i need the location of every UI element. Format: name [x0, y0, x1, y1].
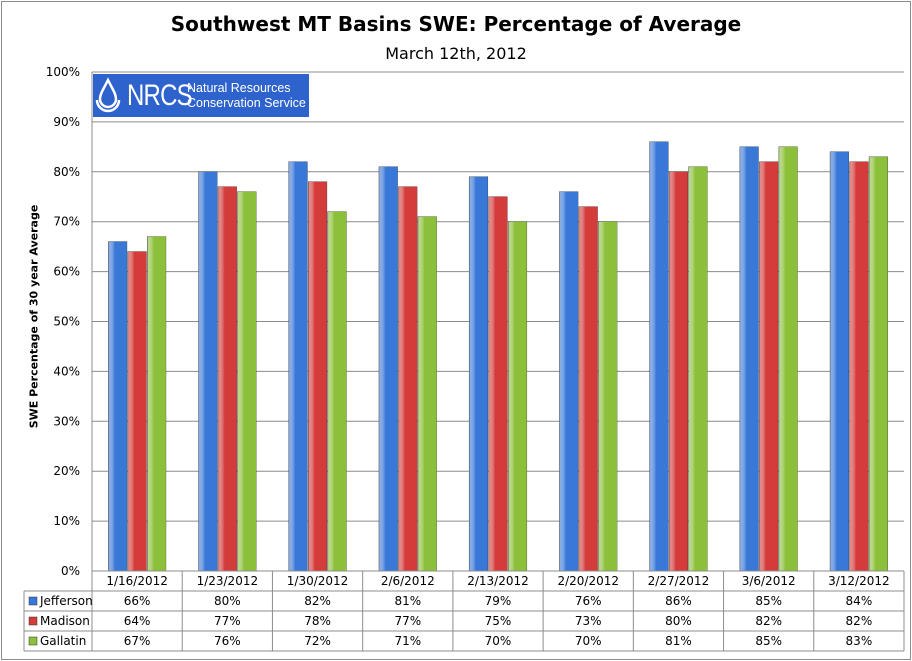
bar-highlight [778, 146, 798, 571]
legend-label: Madison [40, 614, 90, 628]
bar-highlight [559, 191, 578, 571]
data-table-cell: 85% [755, 634, 782, 648]
bar-highlight [218, 186, 237, 571]
y-tick-label: 100% [46, 65, 80, 79]
x-tick-label: 1/16/2012 [106, 574, 168, 588]
data-table-cell: 76% [214, 634, 241, 648]
bar-highlight [108, 241, 127, 571]
data-table-cell: 76% [575, 594, 602, 608]
data-table-cell: 67% [124, 634, 151, 648]
bar-highlight [598, 221, 617, 571]
data-table-cell: 79% [485, 594, 512, 608]
data-table-cell: 70% [575, 634, 602, 648]
data-table-cell: 78% [304, 614, 331, 628]
water-drop-icon [95, 76, 121, 112]
data-table-cell: 84% [846, 594, 873, 608]
y-tick-label: 50% [53, 315, 80, 329]
data-table-cell: 73% [575, 614, 602, 628]
bar-highlight [649, 141, 669, 572]
data-table-cell: 83% [846, 634, 873, 648]
x-tick-label: 2/20/2012 [557, 574, 619, 588]
chart-title: Southwest MT Basins SWE: Percentage of A… [170, 12, 742, 36]
data-table-cell: 85% [755, 594, 782, 608]
bar-highlight [327, 211, 347, 571]
y-tick-label: 30% [53, 414, 80, 428]
y-tick-label: 60% [53, 265, 80, 279]
data-table-cell: 82% [755, 614, 782, 628]
y-tick-label: 0% [61, 564, 80, 578]
y-tick-label: 40% [53, 364, 80, 378]
bar-highlight [849, 161, 869, 571]
legend-key-madison [28, 616, 38, 626]
x-tick-label: 2/27/2012 [648, 574, 710, 588]
legend-label: Jefferson [39, 594, 93, 608]
bar-highlight [147, 236, 166, 572]
chart-subtitle: March 12th, 2012 [385, 44, 527, 63]
bar-highlight [759, 161, 778, 571]
logo-line2: Conservation Service [187, 95, 306, 110]
data-table-cell: 81% [394, 594, 421, 608]
y-tick-label: 80% [53, 165, 80, 179]
data-table-cell: 64% [124, 614, 151, 628]
logo-line1: Natural Resources [187, 80, 291, 95]
legend-label: Gallatin [40, 634, 86, 648]
bar-highlight [508, 221, 527, 571]
bar-highlight [198, 171, 218, 572]
logo-abbr: NRCS [127, 78, 193, 112]
bar-highlight [469, 176, 488, 572]
x-tick-label: 3/6/2012 [742, 574, 796, 588]
bar-highlight [398, 186, 418, 571]
bar-highlight [688, 166, 708, 571]
data-table-cell: 75% [485, 614, 512, 628]
data-table-cell: 82% [304, 594, 331, 608]
x-tick-label: 1/30/2012 [287, 574, 349, 588]
bar-highlight [488, 196, 508, 571]
bar-highlight [578, 206, 598, 572]
data-table-cell: 81% [665, 634, 692, 648]
data-table-cell: 66% [124, 594, 151, 608]
data-table-cell: 86% [665, 594, 692, 608]
bar-highlight [127, 251, 147, 571]
y-tick-label: 90% [53, 115, 80, 129]
data-table-cell: 72% [304, 634, 331, 648]
data-table-cell: 70% [485, 634, 512, 648]
data-table-cell: 77% [214, 614, 241, 628]
y-tick-label: 20% [53, 464, 80, 478]
legend-key-jefferson [28, 596, 38, 606]
bar-highlight [237, 191, 257, 571]
bar-highlight [379, 166, 398, 571]
y-tick-label: 70% [53, 215, 80, 229]
data-table-cell: 71% [394, 634, 421, 648]
nrcs-logo: NRCS Natural Resources Conservation Servi… [93, 74, 309, 117]
x-tick-label: 1/23/2012 [197, 574, 259, 588]
bar-highlight [418, 216, 437, 571]
data-table-cell: 80% [214, 594, 241, 608]
data-table-cell: 82% [846, 614, 873, 628]
x-tick-label: 3/12/2012 [828, 574, 890, 588]
data-table-cell: 80% [665, 614, 692, 628]
data-table-cell: 77% [394, 614, 421, 628]
y-tick-label: 10% [53, 514, 80, 528]
legend-key-gallatin [28, 636, 38, 646]
bar-highlight [669, 171, 688, 572]
bar-highlight [830, 151, 849, 571]
bar-highlight [308, 181, 327, 571]
x-tick-label: 2/13/2012 [467, 574, 529, 588]
x-tick-label: 2/6/2012 [381, 574, 435, 588]
bar-highlight [288, 161, 308, 571]
bar-highlight [869, 156, 888, 571]
bar-highlight [739, 146, 759, 571]
